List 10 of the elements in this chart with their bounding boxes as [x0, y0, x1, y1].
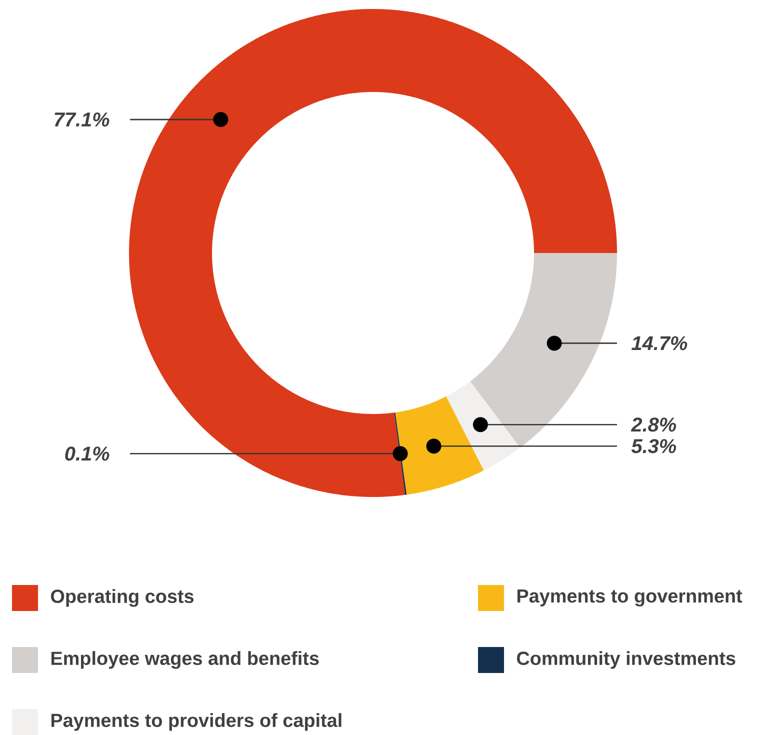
data-label: 0.1% — [65, 446, 110, 461]
legend-label: Payments to providers of capital — [51, 713, 342, 731]
data-label: 14.7% — [632, 336, 688, 350]
data-label: 2.8% — [630, 418, 676, 432]
legend-label: Community investments — [516, 651, 736, 669]
data-label: 77.1% — [54, 112, 110, 127]
legend-label: Operating costs — [50, 589, 194, 607]
legend-label: Payments to government — [517, 589, 742, 607]
data-label: 5.3% — [631, 439, 676, 454]
legend-label: Employee wages and benefits — [51, 651, 319, 669]
